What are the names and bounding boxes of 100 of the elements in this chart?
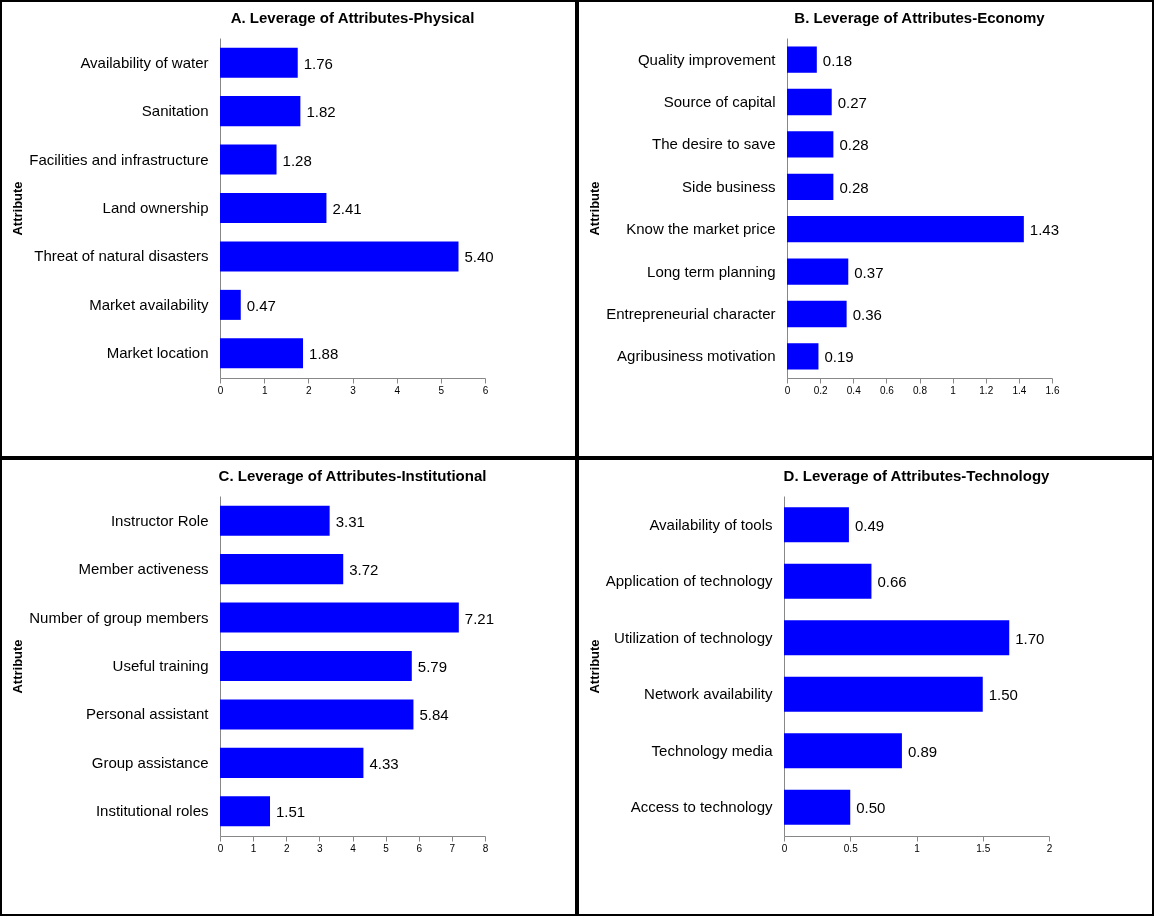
y-tick-label: Access to technology [630,798,773,816]
x-tick-label: 1 [261,384,268,396]
data-label: 0.19 [824,348,854,366]
y-axis-title: Attribute [10,639,26,694]
data-label: 1.50 [988,686,1018,704]
y-axis-title: Attribute [587,181,603,236]
y-tick-label: Application of technology [605,572,773,590]
y-tick-label: Instructor Role [110,511,209,529]
y-tick-label: Land ownership [102,199,209,216]
bar [220,505,330,536]
bar [220,47,298,78]
data-label: 5.84 [419,706,449,724]
x-tick-label: 2 [283,842,290,854]
x-tick-label: 0.2 [813,384,829,396]
bar [220,602,459,633]
bar [220,192,327,224]
data-label: 0.49 [854,516,885,534]
y-axis-title: Attribute [586,639,602,694]
x-tick-label: 1.4 [1012,384,1027,396]
x-tick-label: 0.6 [879,384,895,396]
data-label: 0.66 [877,573,907,591]
x-tick-label: 1.5 [976,842,991,854]
data-label: 2.41 [332,200,362,217]
data-label: 0.28 [839,178,869,196]
x-tick-label: 0.8 [913,384,928,396]
bar [220,699,414,730]
y-tick-label: Source of capital [663,93,776,111]
x-tick-label: 4 [350,842,357,854]
data-label: 3.72 [349,561,379,579]
y-tick-label: Threat of natural disasters [34,247,209,265]
chart-title: A. Leverage of Attributes-Physical [230,9,475,26]
bar [784,676,983,712]
x-tick-label: 1 [950,384,957,396]
data-label: 1.88 [309,345,339,363]
x-tick-label: 0 [217,384,224,396]
data-label: 1.43 [1029,221,1060,239]
data-label: 3.31 [335,512,365,530]
x-tick-label: 7 [449,842,456,854]
bar [787,88,832,116]
y-tick-label: Number of group members [29,608,209,626]
data-label: 1.70 [1015,629,1045,647]
bar [220,144,277,175]
data-label: 0.28 [839,136,869,154]
bar [220,338,304,369]
chart-title: C. Leverage of Attributes-Institutional [218,467,487,484]
data-label: 0.50 [856,799,886,817]
y-tick-label: Entrepreneurial character [606,304,776,322]
x-tick-label: 2 [306,384,313,396]
bar [220,554,344,585]
x-tick-label: 8 [482,842,489,854]
x-tick-label: 3 [350,384,357,396]
x-tick-label: 1 [250,842,257,854]
y-tick-label: Group assistance [91,753,209,771]
data-label: 0.37 [854,263,884,281]
y-tick-label: Personal assistant [85,705,210,723]
bar [784,563,872,599]
data-label: 1.82 [306,103,336,121]
y-tick-label: Market availability [89,295,209,313]
x-tick-label: 1 [914,842,921,854]
bar [220,650,412,682]
x-tick-label: 0.4 [846,384,862,396]
bar [220,747,364,778]
y-tick-label: Quality improvement [637,50,777,68]
y-tick-label: Utilization of technology [614,628,773,646]
y-tick-label: Long term planning [647,262,776,280]
x-tick-label: 5 [383,842,390,854]
data-label: 0.47 [246,296,276,314]
bar [220,289,241,320]
y-tick-label: Network availability [644,685,773,703]
bar [787,173,834,200]
x-tick-label: 6 [416,842,423,854]
data-label: 0.27 [837,94,867,112]
y-tick-label: Useful training [112,657,209,674]
bar [220,96,301,127]
y-tick-label: Facilities and infrastructure [29,150,209,168]
y-tick-label: Agribusiness motivation [617,347,776,365]
bar [787,300,847,328]
bar [784,733,902,769]
y-tick-label: Market location [106,344,209,362]
bar [220,241,459,272]
y-tick-label: Sanitation [141,102,209,120]
x-tick-label: 0 [784,384,791,396]
y-tick-label: Availability of tools [649,515,773,533]
bar [787,216,1024,243]
data-label: 1.76 [303,54,333,72]
x-tick-label: 2 [1046,842,1053,854]
bar [787,131,834,158]
x-tick-label: 1.6 [1045,384,1060,396]
data-label: 0.18 [822,51,853,69]
x-tick-label: 6 [482,384,489,396]
data-label: 7.21 [464,609,495,627]
y-tick-label: Availability of water [80,53,209,71]
y-tick-label: The desire to save [652,135,776,153]
y-tick-label: Side business [682,177,776,195]
data-label: 5.79 [417,658,447,675]
x-tick-label: 0 [217,842,224,854]
y-tick-label: Know the market price [626,220,776,238]
chart-title: D. Leverage of Attributes-Technology [783,467,1051,484]
chart-title: B. Leverage of Attributes-Economy [794,9,1046,26]
data-label: 1.28 [282,151,312,169]
